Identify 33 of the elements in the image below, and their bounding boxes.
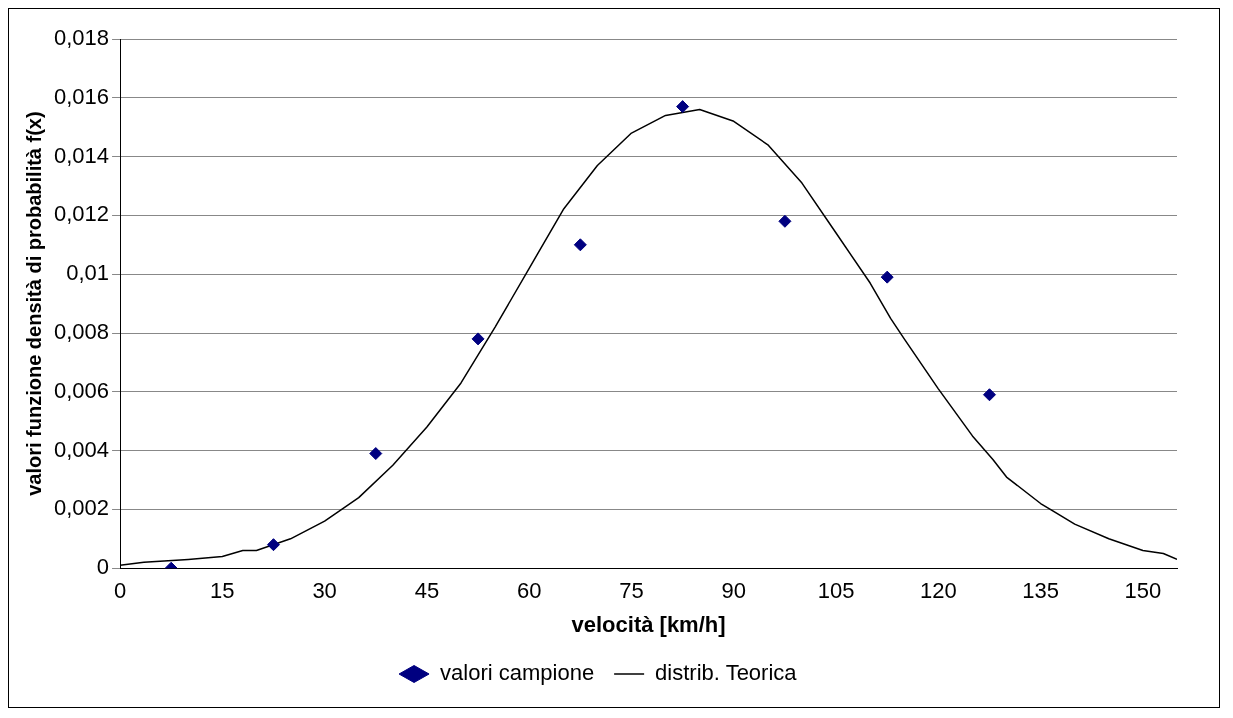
point	[676, 100, 690, 114]
y-tick-label: 0,004	[53, 436, 110, 462]
x-tick-label: 75	[619, 578, 644, 604]
x-tick-label: 45	[414, 578, 440, 604]
y-tick-label: 0,016	[53, 83, 110, 109]
y-tick-label: 0,01	[66, 260, 110, 286]
point	[880, 270, 894, 284]
x-tick-label: 30	[312, 578, 337, 604]
point	[369, 447, 383, 461]
legend-label: valori campione	[440, 660, 595, 686]
y-tick-label: 0,014	[53, 142, 110, 168]
point	[573, 238, 587, 252]
point	[778, 214, 792, 228]
legend-label: distrib. Teorica	[655, 660, 798, 686]
y-tick-label: 0,012	[53, 201, 110, 227]
x-tick-label: 105	[817, 578, 855, 604]
point	[471, 332, 485, 346]
x-tick-label: 135	[1022, 578, 1059, 604]
y-tick-label: 0,006	[53, 377, 110, 403]
x-tick-label: 150	[1124, 578, 1162, 604]
y-tick-label: 0	[96, 554, 110, 580]
y-axis-title: valori funzione densità di probabilità f(x)	[22, 111, 45, 496]
x-tick-label: 90	[721, 578, 747, 604]
x-tick-label: 60	[516, 578, 542, 604]
point	[982, 388, 996, 402]
x-tick-label: 15	[210, 578, 235, 604]
y-tick-label: 0,002	[53, 495, 110, 521]
x-tick-label: 0	[113, 578, 127, 604]
x-axis-title: velocità [km/h]	[571, 611, 726, 637]
point	[266, 538, 280, 552]
y-tick-label: 0,008	[53, 319, 110, 345]
y-tick-label: 0,018	[53, 25, 110, 51]
x-tick-label: 120	[919, 578, 957, 604]
